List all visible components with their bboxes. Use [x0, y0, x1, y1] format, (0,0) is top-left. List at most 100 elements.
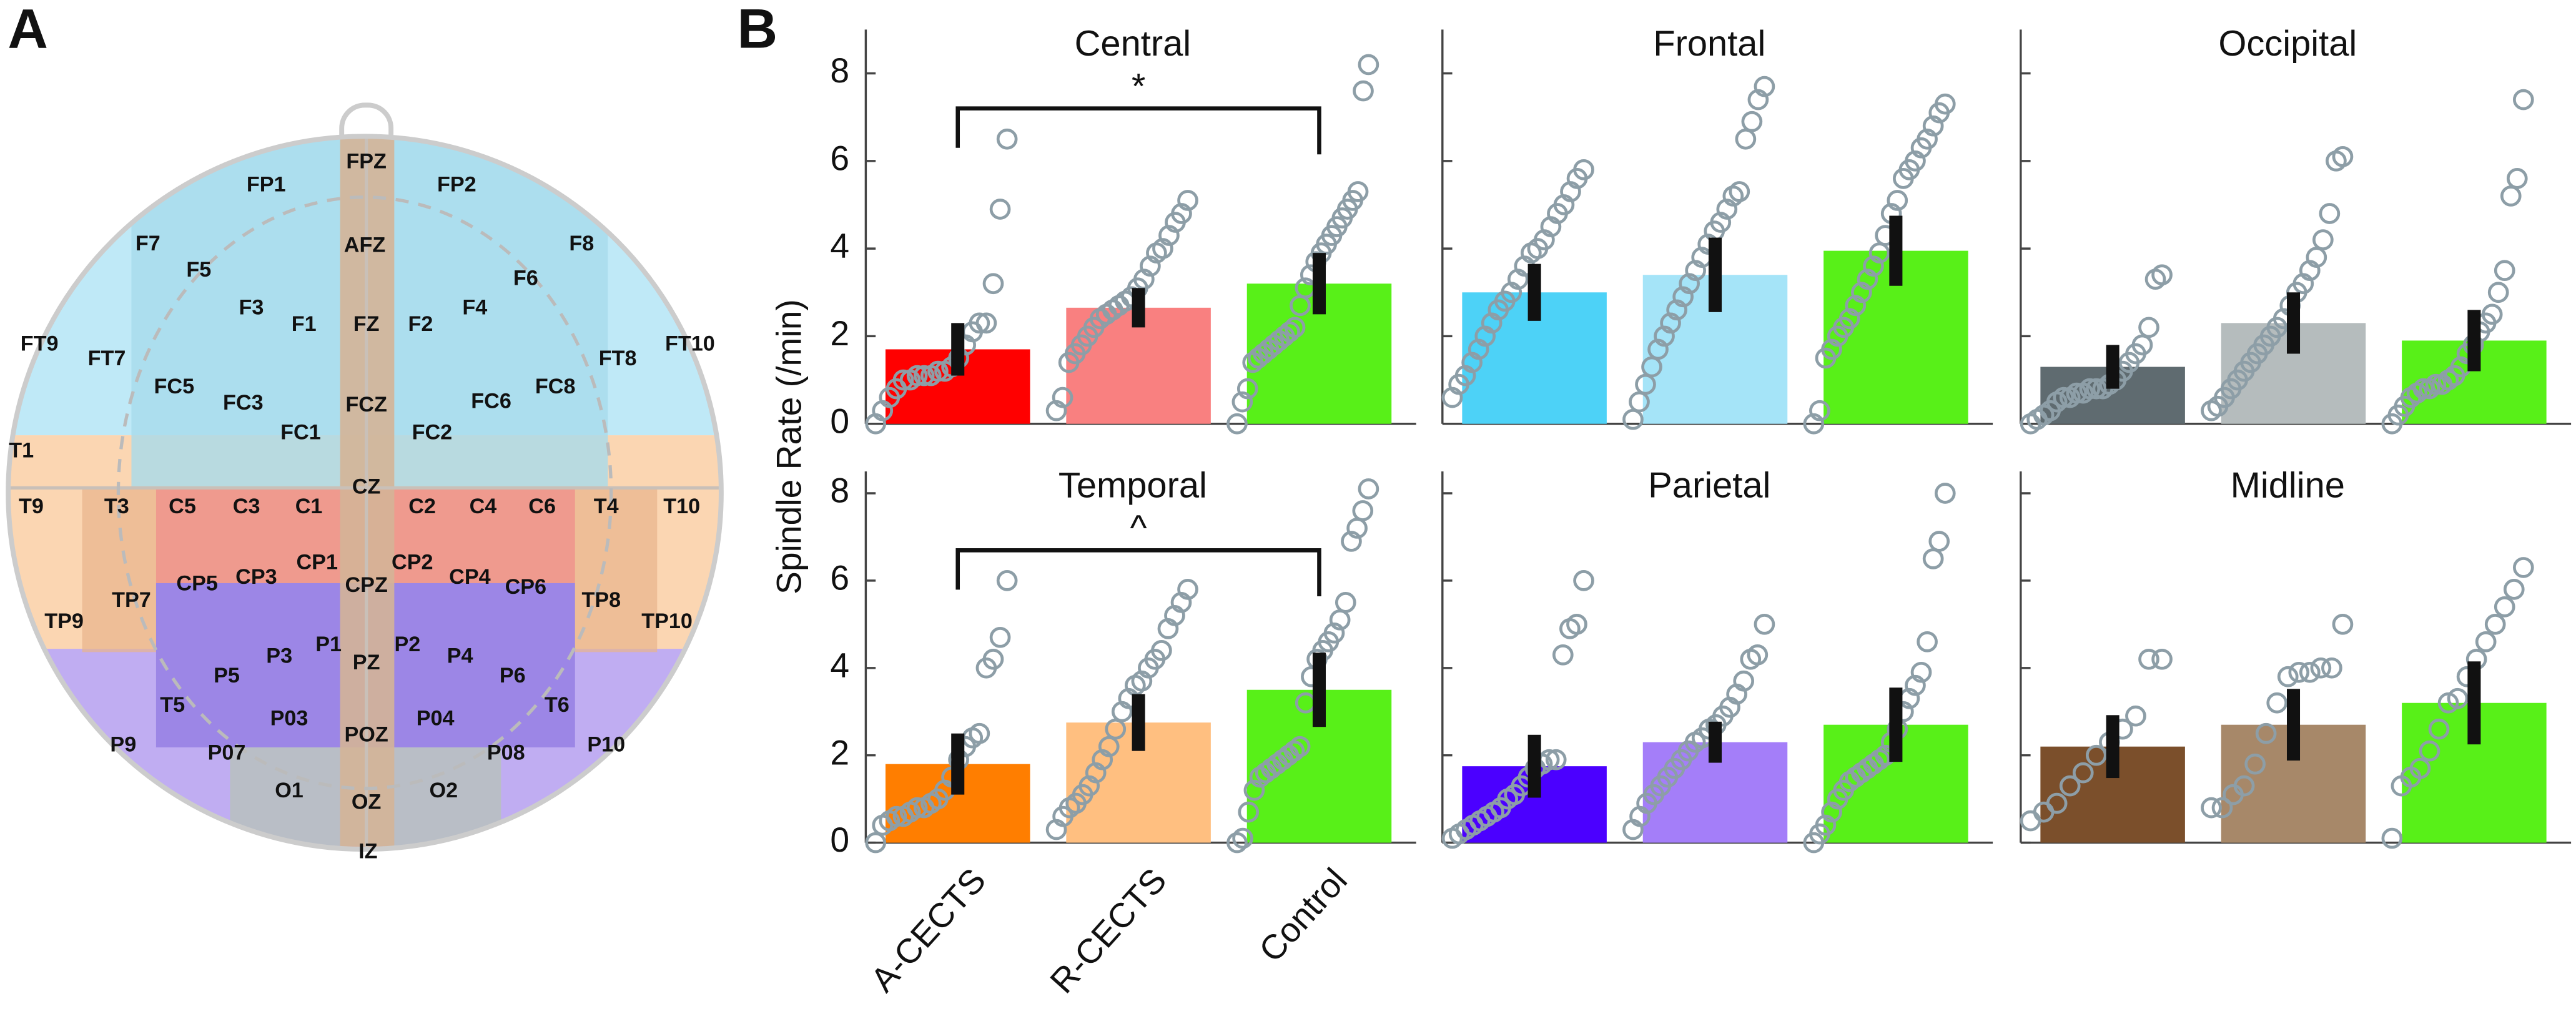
data-point	[2151, 648, 2173, 670]
data-point	[1660, 312, 1681, 334]
electrode-label: PZ	[353, 651, 380, 674]
data-point	[969, 312, 990, 334]
data-point	[2319, 203, 2341, 224]
electrode-label: OZ	[352, 790, 381, 814]
data-point	[1158, 225, 1180, 246]
electrode-label: TP8	[582, 588, 621, 612]
head-diagram	[6, 102, 724, 852]
panel-label: B	[737, 0, 777, 59]
error-bar	[1527, 263, 1541, 321]
data-point	[1934, 483, 1956, 504]
data-point	[989, 626, 1011, 648]
data-point	[1353, 80, 1374, 102]
data-point	[1815, 814, 1837, 836]
electrode-label: F3	[239, 296, 264, 320]
data-point	[1754, 613, 1775, 635]
data-point	[1045, 400, 1067, 421]
x-tick-label: R-CECTS	[1042, 860, 1173, 1000]
data-point	[2066, 382, 2088, 404]
error-bar	[1889, 215, 1903, 286]
electrode-label: T10	[663, 495, 700, 518]
data-point	[1729, 181, 1750, 202]
data-point	[1679, 273, 1700, 295]
data-point	[1754, 76, 1775, 97]
electrode-label: P1	[315, 633, 342, 656]
data-point	[1283, 740, 1305, 762]
electrode-label: F2	[408, 312, 433, 336]
data-point	[1733, 670, 1755, 692]
electrode-label: T9	[19, 495, 44, 518]
data-point	[1747, 89, 1769, 111]
electrode-label: POZ	[345, 723, 388, 747]
data-point	[1226, 832, 1248, 854]
electrode-label: P04	[417, 706, 455, 730]
electrode-label: CPZ	[345, 573, 387, 597]
data-point	[2381, 827, 2403, 849]
electrode-label: O2	[429, 779, 458, 802]
electrode-label: FT10	[665, 332, 715, 355]
subplot-title: Temporal	[1059, 466, 1207, 506]
y-tick-label: 2	[830, 314, 849, 353]
data-point	[2053, 386, 2075, 408]
data-point	[1672, 286, 1694, 308]
data-point	[1231, 391, 1253, 413]
data-point	[1105, 718, 1127, 740]
data-point	[1641, 356, 1662, 378]
electrode-label: FC6	[471, 390, 511, 413]
data-point	[1851, 282, 1872, 303]
data-point	[2332, 145, 2354, 167]
data-point	[1887, 190, 1908, 211]
data-point	[2072, 762, 2094, 784]
data-point	[2487, 282, 2509, 303]
electrode-label: F7	[136, 232, 160, 255]
data-point	[996, 570, 1018, 591]
data-point	[2151, 264, 2173, 286]
data-point	[1545, 749, 1567, 770]
data-point	[2447, 687, 2469, 709]
data-point	[2500, 185, 2522, 207]
data-point	[969, 722, 990, 744]
y-tick-label: 0	[830, 820, 849, 859]
data-point	[1236, 378, 1258, 400]
electrode-label: TP10	[641, 609, 693, 633]
electrode-label: C6	[528, 495, 556, 518]
data-point	[1809, 400, 1830, 421]
error-bar	[2286, 689, 2301, 761]
electrode-label: FC2	[412, 421, 453, 445]
electrode-label: F6	[513, 266, 538, 290]
data-point	[1629, 391, 1650, 413]
electrode-label: FC8	[535, 375, 576, 398]
data-point	[1735, 128, 1757, 150]
data-point	[1922, 548, 1944, 569]
electrode-label: F4	[462, 296, 487, 320]
electrode-label: CP1	[296, 550, 338, 574]
data-point	[1140, 255, 1161, 277]
data-point	[906, 797, 928, 819]
data-point	[1323, 622, 1345, 644]
data-point	[1917, 631, 1938, 652]
data-point	[2494, 260, 2515, 282]
electrode-label: C4	[470, 495, 497, 518]
error-bar	[2106, 715, 2120, 779]
data-point	[913, 365, 935, 386]
data-point	[1654, 325, 1675, 347]
data-point	[927, 360, 949, 382]
x-tick-label: A-CECTS	[863, 860, 993, 999]
error-bar	[1312, 652, 1326, 727]
electrode-label: C1	[295, 495, 323, 518]
data-point	[1284, 317, 1306, 338]
data-point	[1635, 373, 1656, 395]
subplot-title: Parietal	[1648, 466, 1770, 506]
data-point	[1716, 199, 1738, 220]
y-tick-label: 4	[830, 646, 849, 684]
data-point	[1857, 268, 1878, 290]
data-point	[1232, 827, 1253, 849]
data-point	[1863, 255, 1884, 277]
data-point	[996, 128, 1018, 150]
electrode-label: T6	[545, 693, 570, 717]
data-point	[2494, 596, 2515, 618]
electrode-label: C2	[408, 495, 436, 518]
data-point	[1358, 54, 1379, 76]
data-point	[982, 648, 1004, 670]
significance-bracket	[955, 106, 1321, 155]
